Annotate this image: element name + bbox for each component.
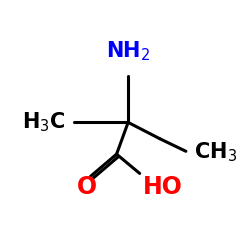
Text: CH$_3$: CH$_3$ [194, 140, 236, 164]
Text: O: O [77, 175, 97, 199]
Text: HO: HO [142, 175, 182, 199]
Text: NH$_2$: NH$_2$ [106, 39, 150, 63]
Text: H$_3$C: H$_3$C [22, 110, 66, 134]
